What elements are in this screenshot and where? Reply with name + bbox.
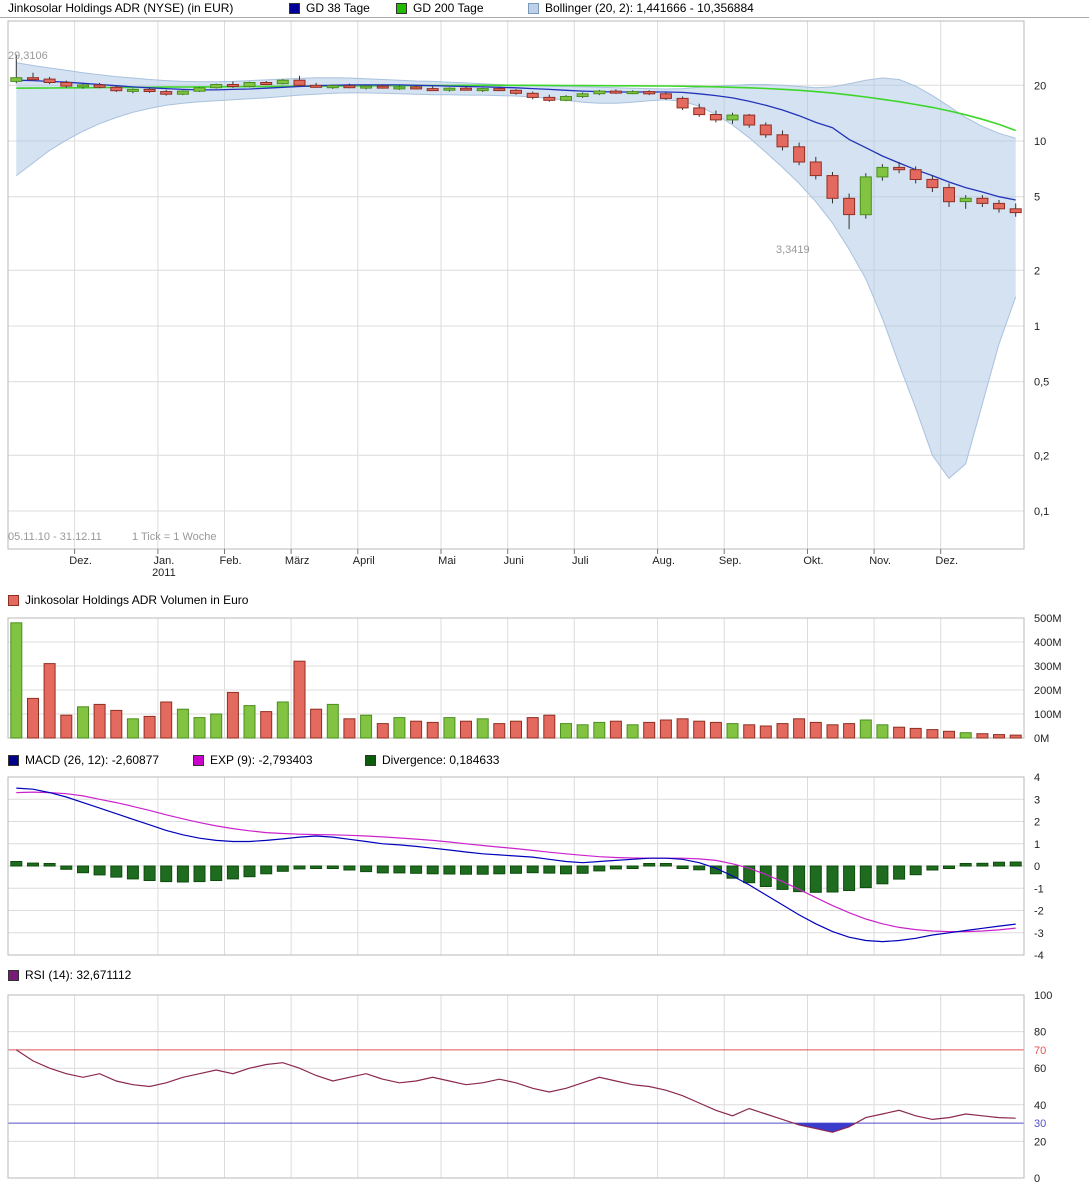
svg-text:400M: 400M [1034,637,1062,649]
exp-swatch-icon [193,754,204,766]
svg-text:Jan.: Jan. [154,555,175,567]
macd-legend: MACD (26, 12): -2,60877 EXP (9): -2,7934… [0,752,1089,769]
svg-text:1: 1 [1034,839,1040,851]
svg-text:0M: 0M [1034,733,1049,745]
svg-text:0,5: 0,5 [1034,377,1049,389]
exp-label: EXP (9): -2,793403 [210,753,313,767]
svg-text:Feb.: Feb. [220,555,242,567]
legend-gd200: GD 200 Tage [396,1,484,15]
rsi-swatch-icon [8,969,19,981]
svg-text:April: April [353,555,375,567]
volume-legend: Jinkosolar Holdings ADR Volumen in Euro [0,592,1089,609]
price-chart-svg: 20 10 5 2 1 0,5 0,2 0,1 Dez. Jan.2011 Feb. März Apri… [7,20,1049,579]
rsi-chart-svg: 100 80 70 60 40 30 20 0 [7,990,1052,1185]
svg-text:05.11.10 - 31.12.11: 05.11.10 - 31.12.11 [8,531,102,543]
svg-text:20: 20 [1034,80,1046,92]
gd38-label: GD 38 Tage [306,1,370,15]
gd38-swatch-icon [289,2,300,14]
svg-text:Nov.: Nov. [869,555,891,567]
svg-text:5: 5 [1034,192,1040,204]
svg-text:Okt.: Okt. [803,555,823,567]
svg-text:100: 100 [1034,990,1052,1002]
svg-text:Juni: Juni [504,555,524,567]
volume-swatch-icon [8,594,19,606]
svg-text:-3: -3 [1034,928,1044,940]
macd-chart-svg: 4 3 2 1 0 -1 -2 -3 -4 [7,772,1044,962]
gd200-swatch-icon [396,2,407,14]
svg-text:0: 0 [1034,861,1040,873]
legend-exp: EXP (9): -2,793403 [193,753,313,767]
svg-text:3: 3 [1034,794,1040,806]
bollinger-swatch-icon [528,2,539,14]
divergence-swatch-icon [365,754,376,766]
svg-text:10: 10 [1034,136,1046,148]
rsi-label: RSI (14): 32,671112 [25,968,132,982]
svg-text:3,3419: 3,3419 [776,244,810,256]
svg-text:1: 1 [1034,321,1040,333]
legend-macd: MACD (26, 12): -2,60877 [8,753,159,767]
svg-text:-2: -2 [1034,906,1044,918]
svg-text:4: 4 [1034,772,1040,784]
svg-text:Dez.: Dez. [935,555,958,567]
gd200-label: GD 200 Tage [413,1,484,15]
price-chart-legend: Jinkosolar Holdings ADR (NYSE) (in EUR) … [0,0,1089,18]
legend-volume: Jinkosolar Holdings ADR Volumen in Euro [8,593,248,607]
chart-title-item: Jinkosolar Holdings ADR (NYSE) (in EUR) [8,1,233,15]
legend-divergence: Divergence: 0,184633 [365,753,499,767]
svg-text:-1: -1 [1034,883,1044,895]
svg-text:Dez.: Dez. [69,555,92,567]
svg-text:Sep.: Sep. [719,555,742,567]
volume-chart-svg: 500M 400M 300M 200M 100M 0M [7,613,1062,745]
svg-text:300M: 300M [1034,661,1062,673]
svg-text:20: 20 [1034,1136,1046,1148]
svg-text:0,2: 0,2 [1034,450,1049,462]
volume-label: Jinkosolar Holdings ADR Volumen in Euro [25,593,249,607]
svg-text:Aug.: Aug. [652,555,675,567]
svg-text:29,3106: 29,3106 [8,50,48,62]
chart-title: Jinkosolar Holdings ADR (NYSE) (in EUR) [8,1,234,15]
legend-bollinger: Bollinger (20, 2): 1,441666 - 10,356884 [528,1,754,15]
svg-text:0: 0 [1034,1173,1040,1185]
legend-gd38: GD 38 Tage [289,1,370,15]
macd-swatch-icon [8,754,19,766]
svg-text:Juli: Juli [572,555,589,567]
svg-text:200M: 200M [1034,685,1062,697]
svg-text:2: 2 [1034,265,1040,277]
svg-text:30: 30 [1034,1118,1046,1130]
bollinger-label: Bollinger (20, 2): 1,441666 - 10,356884 [545,1,754,15]
svg-text:500M: 500M [1034,613,1062,625]
divergence-label: Divergence: 0,184633 [382,753,500,767]
svg-text:80: 80 [1034,1027,1046,1039]
svg-text:40: 40 [1034,1100,1046,1112]
svg-text:0,1: 0,1 [1034,506,1049,518]
macd-label: MACD (26, 12): -2,60877 [25,753,160,767]
svg-text:1 Tick = 1 Woche: 1 Tick = 1 Woche [132,531,216,543]
svg-text:Mai: Mai [438,555,456,567]
svg-text:2011: 2011 [152,567,176,579]
svg-text:2: 2 [1034,817,1040,829]
rsi-legend: RSI (14): 32,671112 [0,967,1089,984]
svg-text:70: 70 [1034,1045,1046,1057]
svg-text:100M: 100M [1034,709,1062,721]
svg-text:-4: -4 [1034,950,1044,962]
svg-text:März: März [285,555,309,567]
legend-rsi: RSI (14): 32,671112 [8,968,131,982]
svg-text:60: 60 [1034,1063,1046,1075]
